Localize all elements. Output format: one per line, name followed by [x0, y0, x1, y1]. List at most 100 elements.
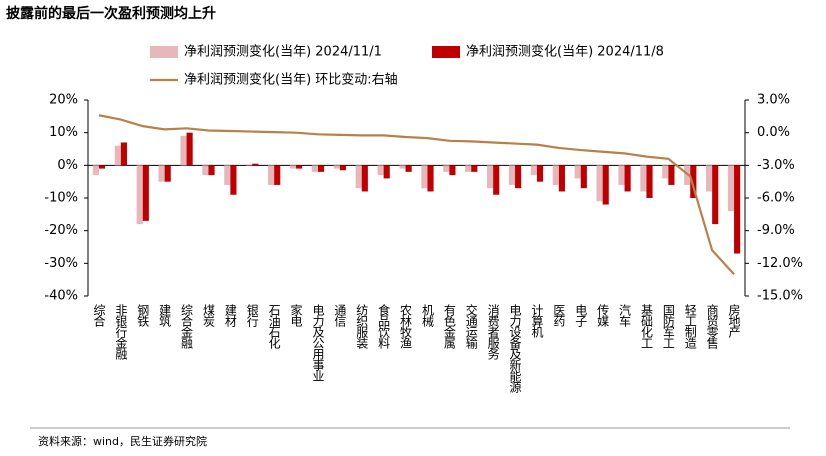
bar — [427, 165, 434, 192]
x-tick-label: 交通运输 — [464, 303, 478, 350]
x-tick-label: 基础化工 — [639, 304, 653, 348]
legend-swatch — [150, 46, 178, 58]
bar — [142, 165, 149, 221]
bar — [92, 165, 99, 176]
y-tick-label: -10% — [44, 191, 78, 206]
bar — [377, 165, 384, 176]
bar — [120, 142, 127, 166]
bar — [98, 165, 106, 169]
bar — [399, 165, 406, 169]
bar — [317, 165, 325, 172]
legend-label: 净利润预测变化(当年) 2024/11/1 — [184, 44, 382, 60]
x-tick-label: 电力设备及新能源 — [508, 304, 522, 394]
x-tick-label: 房地产 — [727, 303, 741, 339]
y2-tick-label: -9.0% — [757, 223, 795, 238]
bar — [574, 165, 581, 179]
bar — [361, 165, 368, 192]
x-tick-label: 汽车 — [618, 303, 632, 328]
x-tick-label: 国防军工 — [661, 304, 675, 348]
bar — [339, 165, 346, 171]
legend-swatch — [432, 46, 460, 58]
bar — [311, 165, 318, 172]
bar — [690, 165, 697, 198]
bar — [580, 165, 587, 189]
bar — [618, 165, 625, 185]
y-tick-label: 10% — [49, 125, 78, 140]
x-tick-label: 建筑 — [158, 304, 172, 327]
legend-label: 净利润预测变化(当年) 2024/11/8 — [466, 44, 664, 60]
bar — [224, 165, 231, 185]
x-tick-label: 轻工制造 — [683, 304, 697, 349]
bar — [508, 165, 516, 185]
x-tick-label: 建材 — [223, 304, 237, 327]
legend-label: 净利润预测变化(当年) 环比变动:右轴 — [184, 72, 398, 88]
bar — [487, 165, 494, 189]
x-tick-label: 银行 — [245, 304, 259, 327]
x-tick-label: 石油石化 — [267, 304, 281, 350]
bar — [208, 165, 215, 176]
y-tick-label: -30% — [44, 256, 78, 271]
y2-tick-label: -15.0% — [757, 289, 803, 304]
x-tick-label: 非银行金融 — [114, 304, 128, 361]
bar — [706, 165, 713, 192]
bar — [640, 165, 647, 192]
bar — [158, 165, 165, 182]
bar — [333, 165, 340, 169]
x-tick-label: 综合 — [92, 304, 106, 327]
bar — [114, 145, 121, 166]
y-tick-label: -40% — [44, 289, 78, 304]
bar — [230, 165, 237, 195]
y2-tick-label: -12.0% — [757, 256, 803, 271]
bar — [180, 135, 187, 166]
bar — [471, 165, 478, 172]
bar — [558, 165, 565, 192]
bar — [405, 165, 412, 172]
bar — [246, 164, 253, 166]
x-tick-label: 食品饮料 — [377, 303, 391, 349]
bar — [252, 163, 259, 166]
x-tick-label: 综合金融 — [180, 304, 194, 350]
bar — [421, 165, 428, 189]
x-tick-label: 传媒 — [596, 303, 610, 327]
bar — [186, 132, 193, 166]
x-tick-label: 煤炭 — [201, 304, 215, 328]
bar — [449, 165, 456, 176]
bar — [530, 165, 537, 176]
bar — [355, 165, 362, 189]
bar — [596, 165, 603, 202]
bar — [734, 165, 741, 254]
bar — [662, 165, 669, 179]
x-tick-label: 纺织服装 — [355, 304, 369, 350]
bar — [712, 165, 719, 225]
bar — [536, 165, 544, 182]
x-tick-label: 计算机 — [530, 304, 544, 338]
bar — [668, 165, 675, 185]
bar — [136, 165, 143, 225]
y-tick-label: 0% — [57, 158, 78, 173]
bar — [493, 165, 500, 195]
bar — [552, 165, 559, 185]
y2-tick-label: -6.0% — [757, 191, 795, 206]
bar — [602, 165, 609, 205]
bar — [515, 165, 522, 189]
bar — [202, 165, 209, 176]
x-tick-label: 机械 — [420, 304, 434, 327]
bar — [164, 165, 171, 182]
y2-tick-label: -3.0% — [757, 158, 795, 173]
y2-tick-label: 3.0% — [757, 93, 790, 108]
line — [98, 114, 735, 275]
bar — [727, 165, 735, 212]
bar — [289, 165, 297, 169]
bar — [268, 165, 275, 185]
bar — [624, 165, 631, 192]
bar — [465, 165, 472, 172]
x-tick-label: 农林牧渔 — [399, 304, 413, 349]
y-tick-label: 20% — [49, 93, 78, 108]
x-tick-label: 电力及公用事业 — [311, 304, 325, 381]
x-tick-label: 消费者服务 — [486, 304, 500, 360]
x-tick-label: 钢铁 — [136, 304, 150, 327]
y2-tick-label: 0.0% — [757, 125, 790, 140]
x-tick-label: 家电 — [289, 303, 303, 327]
